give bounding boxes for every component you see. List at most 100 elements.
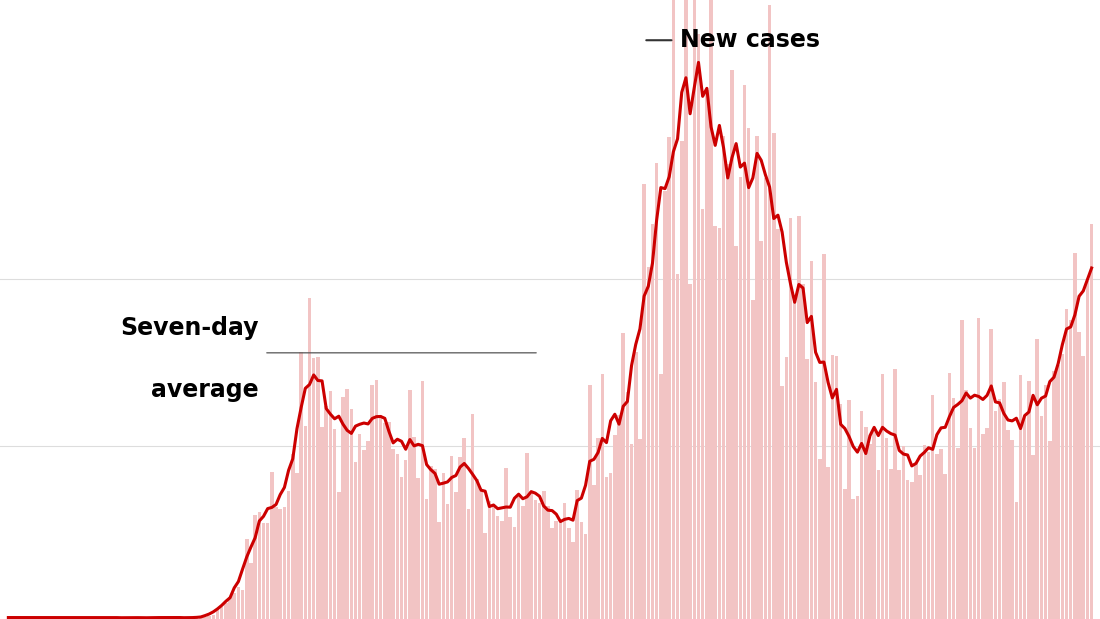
Bar — [1081, 357, 1085, 619]
Bar — [860, 411, 864, 619]
Bar — [868, 444, 871, 619]
Bar — [262, 523, 265, 619]
Bar — [588, 385, 592, 619]
Bar — [772, 133, 775, 619]
Bar — [320, 427, 323, 619]
Bar — [914, 463, 917, 619]
Bar — [7, 617, 10, 619]
Bar — [57, 617, 60, 619]
Bar — [487, 501, 491, 619]
Bar — [153, 618, 156, 619]
Bar — [316, 357, 320, 619]
Bar — [412, 437, 416, 619]
Bar — [780, 386, 784, 619]
Bar — [337, 492, 341, 619]
Bar — [420, 381, 425, 619]
Bar — [1053, 371, 1056, 619]
Bar — [28, 618, 31, 619]
Bar — [977, 318, 980, 619]
Bar — [438, 522, 441, 619]
Bar — [211, 615, 216, 619]
Bar — [287, 491, 290, 619]
Bar — [705, 90, 708, 619]
Bar — [492, 505, 495, 619]
Bar — [575, 490, 579, 619]
Bar — [742, 85, 746, 619]
Bar — [425, 499, 428, 619]
Bar — [60, 618, 65, 619]
Bar — [538, 503, 541, 619]
Bar — [910, 482, 914, 619]
Bar — [856, 496, 859, 619]
Bar — [905, 480, 910, 619]
Bar — [902, 446, 905, 619]
Bar — [969, 428, 972, 619]
Bar — [278, 509, 282, 619]
Bar — [517, 495, 520, 619]
Bar — [534, 500, 537, 619]
Bar — [1040, 415, 1043, 619]
Bar — [1074, 253, 1077, 619]
Bar — [965, 390, 968, 619]
Bar — [1002, 382, 1005, 619]
Bar — [299, 352, 303, 619]
Bar — [74, 617, 77, 619]
Bar — [864, 426, 868, 619]
Bar — [763, 178, 767, 619]
Bar — [65, 618, 68, 619]
Bar — [939, 449, 943, 619]
Bar — [459, 457, 462, 619]
Bar — [898, 470, 901, 619]
Bar — [546, 506, 550, 619]
Bar — [759, 241, 763, 619]
Bar — [726, 164, 729, 619]
Bar — [392, 449, 395, 619]
Bar — [224, 603, 228, 619]
Bar — [107, 618, 110, 619]
Bar — [689, 284, 692, 619]
Bar — [513, 527, 516, 619]
Bar — [525, 453, 529, 619]
Bar — [1060, 353, 1064, 619]
Bar — [32, 618, 35, 619]
Bar — [250, 563, 253, 619]
Bar — [601, 374, 604, 619]
Bar — [784, 357, 788, 619]
Bar — [626, 392, 629, 619]
Bar — [1086, 281, 1089, 619]
Text: average: average — [151, 378, 258, 402]
Bar — [236, 587, 240, 619]
Bar — [877, 470, 880, 619]
Bar — [399, 477, 404, 619]
Text: Seven-day: Seven-day — [120, 316, 258, 340]
Bar — [99, 618, 102, 619]
Bar — [15, 618, 19, 619]
Bar — [563, 503, 566, 619]
Bar — [1027, 381, 1031, 619]
Bar — [157, 618, 161, 619]
Bar — [918, 475, 922, 619]
Bar — [450, 456, 453, 619]
Bar — [454, 491, 458, 619]
Bar — [371, 385, 374, 619]
Bar — [990, 329, 993, 619]
Bar — [609, 474, 613, 619]
Bar — [638, 439, 641, 619]
Bar — [90, 617, 94, 619]
Bar — [204, 617, 207, 619]
Bar — [1023, 417, 1026, 619]
Bar — [756, 136, 759, 619]
Bar — [387, 422, 390, 619]
Bar — [843, 489, 847, 619]
Bar — [675, 274, 680, 619]
Bar — [801, 284, 805, 619]
Bar — [684, 0, 688, 619]
Bar — [266, 523, 270, 619]
Bar — [884, 438, 889, 619]
Bar — [216, 608, 219, 619]
Bar — [341, 397, 344, 619]
Bar — [889, 469, 893, 619]
Bar — [1048, 441, 1052, 619]
Bar — [404, 460, 407, 619]
Bar — [19, 617, 23, 619]
